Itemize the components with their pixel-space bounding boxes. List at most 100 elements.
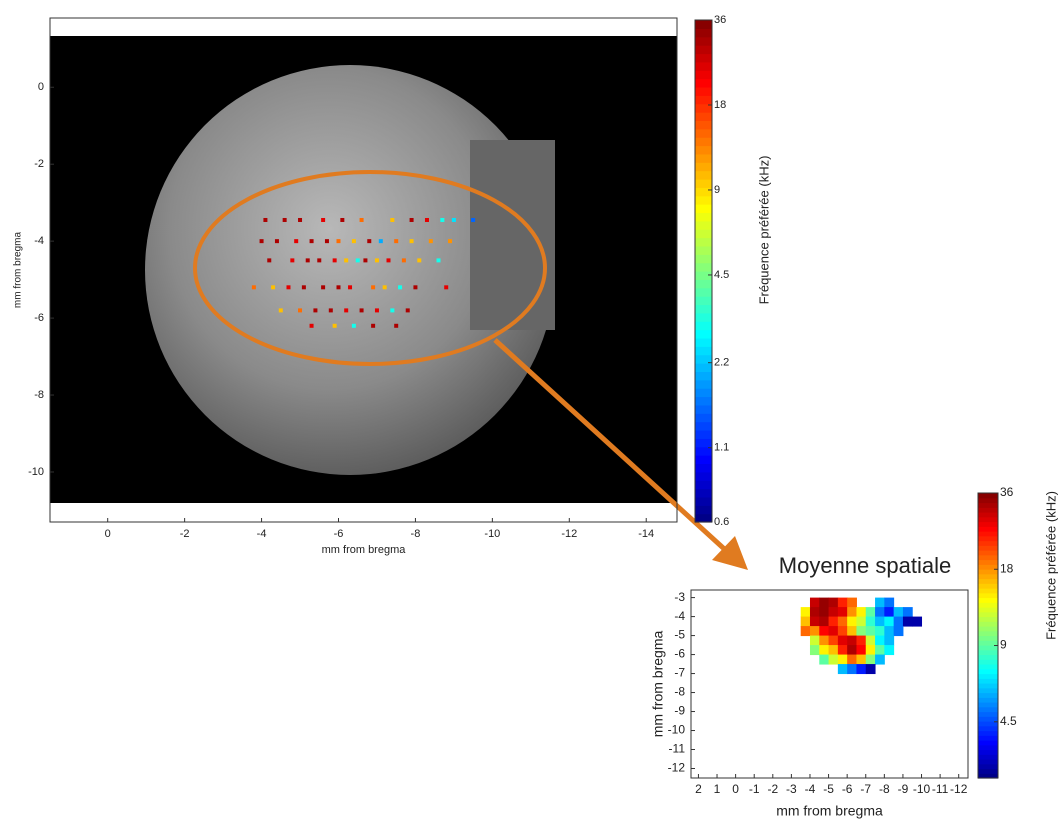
heatmap-cell — [809, 635, 820, 646]
data-point — [371, 323, 376, 328]
heatmap-cell — [902, 607, 913, 618]
craniotomy — [145, 65, 555, 475]
y-tick-label: -8 — [674, 685, 685, 699]
x-tick-label: -7 — [860, 782, 871, 796]
heatmap-cell — [809, 645, 820, 656]
data-point — [351, 323, 356, 328]
heatmap-cell — [828, 616, 839, 627]
y-tick-label: -6 — [34, 312, 44, 324]
image-detail — [470, 140, 555, 330]
y-tick-label: -4 — [674, 609, 685, 623]
x-tick-label: -4 — [805, 782, 816, 796]
data-point — [390, 308, 395, 313]
colorbar-step — [978, 611, 998, 618]
heatmap-cell — [865, 645, 876, 656]
x-tick-label: 1 — [714, 782, 721, 796]
x-tick-label: -6 — [334, 528, 344, 540]
colorbar-tick-label: 2.2 — [714, 357, 729, 369]
colorbar-step — [695, 187, 712, 197]
colorbar-step — [978, 512, 998, 518]
colorbar-step — [695, 95, 712, 105]
heatmap-cell — [819, 654, 830, 665]
heatmap-cell — [847, 626, 857, 637]
heatmap-cell — [893, 616, 904, 627]
x-tick-label: -2 — [767, 782, 778, 796]
y-tick-label: -3 — [674, 590, 685, 604]
x-tick-label: -6 — [842, 782, 853, 796]
heatmap-cell — [837, 654, 848, 665]
heatmap-cell — [819, 635, 830, 646]
colorbar-step — [978, 673, 998, 679]
colorbar-step — [978, 531, 998, 537]
y-tick-label: -10 — [28, 466, 44, 478]
colorbar-step — [695, 455, 712, 465]
data-point — [394, 239, 399, 244]
heatmap-cell — [847, 597, 857, 608]
heatmap-cell — [819, 616, 830, 627]
data-point — [274, 239, 279, 244]
heatmap-cell — [865, 635, 876, 646]
data-point — [436, 258, 441, 263]
data-point — [286, 285, 291, 290]
colorbar-tick-label: 1.1 — [714, 442, 729, 454]
colorbar-step — [978, 597, 998, 603]
heatmap-cell — [884, 616, 895, 627]
data-point — [290, 258, 295, 263]
heatmap-cell — [875, 635, 885, 646]
colorbar-step — [978, 621, 998, 627]
colorbar-step — [695, 28, 712, 38]
data-point — [401, 258, 406, 263]
colorbar-tick-label: 9 — [714, 184, 720, 196]
data-point — [324, 239, 329, 244]
heatmap-cell — [837, 635, 848, 646]
colorbar-step — [695, 446, 712, 456]
data-point — [417, 258, 422, 263]
colorbar-step — [978, 749, 998, 755]
data-point — [321, 285, 326, 290]
heatmap-cell — [847, 645, 857, 656]
colorbar-step — [695, 86, 712, 96]
heatmap-cell — [809, 616, 820, 627]
heatmap-cell — [884, 635, 895, 646]
heatmap-cell — [847, 654, 857, 665]
colorbar-tick-label: 4.5 — [1000, 714, 1017, 728]
colorbar-step — [695, 204, 712, 214]
colorbar-step — [978, 626, 998, 632]
heatmap-cell — [875, 616, 885, 627]
heatmap-cell — [875, 626, 885, 637]
arrow-head — [712, 536, 748, 570]
colorbar-step — [978, 573, 998, 580]
data-point — [332, 258, 337, 263]
heatmap-cell — [819, 626, 830, 637]
colorbar-tick-label: 18 — [1000, 561, 1014, 575]
colorbar-step — [978, 687, 998, 694]
colorbar-step — [978, 554, 998, 561]
colorbar-step — [978, 635, 998, 641]
data-point — [428, 239, 433, 244]
data-point — [413, 285, 418, 290]
colorbar-step — [695, 153, 712, 163]
colorbar-step — [978, 578, 998, 584]
colorbar-step — [978, 640, 998, 646]
x-tick-label: -12 — [561, 528, 577, 540]
x-tick-label: -5 — [823, 782, 834, 796]
colorbar-step — [695, 170, 712, 180]
y-tick-label: -7 — [674, 666, 685, 680]
colorbar-step — [695, 488, 712, 498]
colorbar-frame — [694, 19, 713, 523]
heatmap-cell — [865, 654, 876, 665]
colorbar-step — [695, 137, 712, 147]
heatmap-cell — [837, 645, 848, 656]
x-tick-label: 2 — [695, 782, 702, 796]
colorbar-step — [695, 112, 712, 121]
data-point — [309, 323, 314, 328]
colorbar-step — [978, 630, 998, 637]
data-point — [298, 308, 303, 313]
colorbar-step — [978, 678, 998, 684]
colorbar-step — [978, 730, 998, 736]
colorbar-step — [978, 654, 998, 660]
colorbar-step — [978, 521, 998, 527]
heatmap-cell — [847, 616, 857, 627]
colorbar-frame — [977, 492, 999, 779]
